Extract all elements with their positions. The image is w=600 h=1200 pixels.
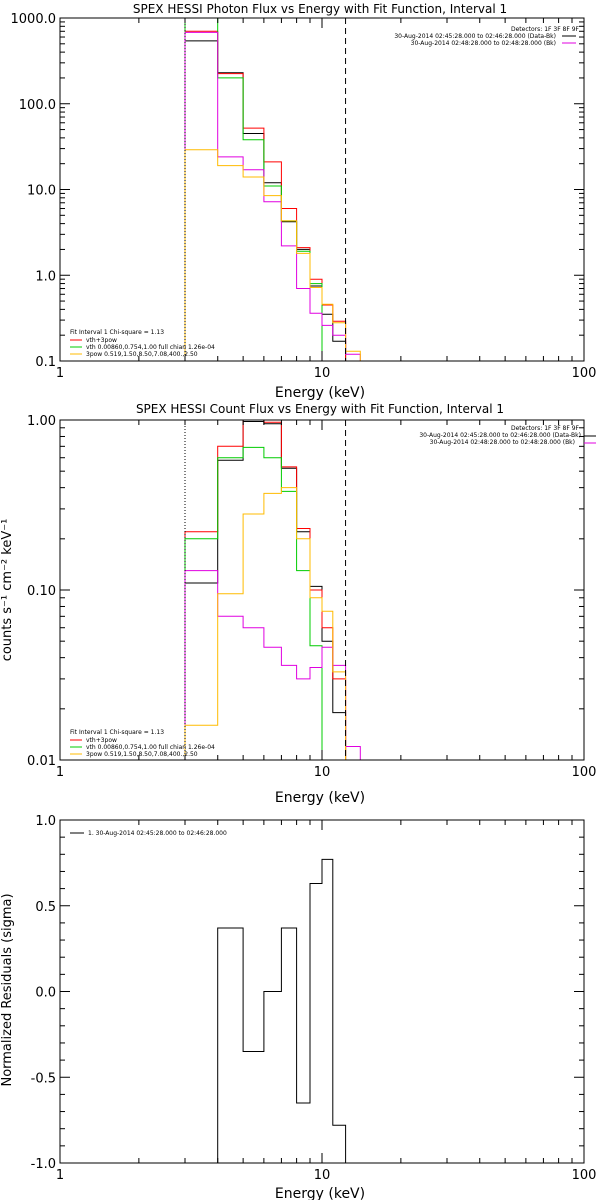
residuals-x-tick-label: 100 [572,1168,597,1183]
photon-flux-fit-legend: Fit Interval 1 Chi-square = 1.13 vth+3po… [70,329,215,358]
count-flux-x-tick-label: 10 [314,765,331,780]
residuals-y-tick-label: 0.0 [35,986,56,1001]
residuals-y-tick-label: 1.0 [35,814,56,829]
photon-flux-y-tick-label: 100.0 [19,98,56,113]
photon-flux-fit-3pow: 3pow 0.519,1.50,8.50,7.08,400.,2.50 [86,351,198,358]
count-flux-panel: SPEX HESSI Count Flux vs Energy with Fit… [0,402,596,806]
photon-flux-fit-chisq: Fit Interval 1 Chi-square = 1.13 [70,329,164,336]
photon-flux-series-black [184,40,347,361]
photon-flux-x-tick-label: 1 [56,366,64,381]
residuals-y-tick-label: 0.5 [35,900,56,915]
count-flux-fit-vth: vth 0.00860,0.754,1.00 full chian 1.26e-… [86,744,215,751]
photon-flux-y-tick-label: 1000.0 [11,12,57,27]
residuals-y-tick-label: -0.5 [31,1071,56,1086]
count-flux-series-red [184,419,361,761]
count-flux-series-green [184,446,333,761]
count-flux-x-tick-label: 100 [572,765,597,780]
count-flux-y-tick-label: 0.10 [27,584,56,599]
count-flux-x-label: Energy (keV) [275,790,365,806]
photon-flux-title: SPEX HESSI Photon Flux vs Energy with Fi… [133,2,507,16]
photon-flux-bk-interval: 30-Aug-2014 02:48:28.000 to 02:48:28.000… [411,40,556,47]
photon-flux-x-label: Energy (keV) [275,385,365,401]
photon-flux-vlines [184,18,347,361]
count-flux-title: SPEX HESSI Count Flux vs Energy with Fit… [136,402,504,416]
residuals-series-black [185,858,347,1164]
residuals-x-tick-label: 10 [314,1168,331,1183]
count-flux-bk-interval: 30-Aug-2014 02:48:28.000 to 02:48:28.000… [430,439,575,446]
photon-flux-series-green [184,17,333,362]
count-flux-series-black [184,421,347,760]
residuals-y-label: Normalized Residuals (sigma) [0,893,15,1086]
photon-flux-y-tick-label: 1.0 [35,269,56,284]
photon-flux-data-interval: 30-Aug-2014 02:45:28.000 to 02:46:28.000… [394,33,556,40]
photon-flux-series-magenta [184,31,361,361]
residuals-y-tick-label: -1.0 [31,1157,56,1172]
photon-flux-y-tick-label: 10.0 [27,184,56,199]
photon-flux-panel: SPEX HESSI Photon Flux vs Energy with Fi… [11,2,597,401]
count-flux-data-interval: 30-Aug-2014 02:45:28.000 to 02:46:28.000… [419,432,581,439]
count-flux-y-tick-label: 0.01 [27,754,56,769]
photon-flux-x-tick-label: 100 [572,366,597,381]
count-flux-y-tick-label: 1.00 [27,414,56,429]
count-flux-y-label: counts s⁻¹ cm⁻² keV⁻¹ [0,519,15,662]
photon-flux-x-tick-label: 10 [314,366,331,381]
residuals-x-tick-label: 1 [56,1168,64,1183]
count-flux-fit-chisq: Fit Interval 1 Chi-square = 1.13 [70,729,164,736]
count-flux-vlines [184,420,347,760]
photon-flux-y-tick-label: 0.1 [35,355,56,370]
count-flux-x-tick-label: 1 [56,765,64,780]
count-flux-series-yellow [184,487,361,761]
count-flux-fit-legend: Fit Interval 1 Chi-square = 1.13 vth+3po… [70,729,215,758]
photon-flux-axes: 1 10 100 0.1 1.0 10.0 100.0 1000.0 [11,12,597,381]
photon-flux-info: Detectors: 1F 3F 8F 9F 30-Aug-2014 02:45… [394,26,579,47]
photon-flux-detectors: Detectors: 1F 3F 8F 9F [511,26,580,33]
count-flux-series-magenta [184,570,361,760]
photon-flux-series-yellow [184,149,361,361]
residuals-x-label: Energy (keV) [275,1186,365,1200]
residuals-legend: 1. 30-Aug-2014 02:45:28.000 to 02:46:28.… [88,830,227,837]
count-flux-detectors: Detectors: 1F 3F 8F 9F [511,425,580,432]
photon-flux-fit-vth: vth 0.00860,0.754,1.00 full chian 1.26e-… [86,344,215,351]
residuals-axes: 1 10 100 -1.0 -0.5 0.0 0.5 1.0 [31,814,597,1183]
count-flux-series [184,419,361,761]
count-flux-info: Detectors: 1F 3F 8F 9F 30-Aug-2014 02:45… [419,425,596,446]
residuals-series [185,858,347,1164]
photon-flux-fit-total: vth+3pow [86,337,117,344]
count-flux-axes: 1 10 100 0.01 0.10 1.00 [27,414,596,780]
count-flux-fit-3pow: 3pow 0.519,1.50,8.50,7.08,400.,2.50 [86,751,198,758]
photon-flux-series-red [184,30,347,361]
residuals-panel: 1 10 100 -1.0 -0.5 0.0 0.5 1.0 Energy (keV) Nor… [0,814,596,1200]
photon-flux-series [184,17,361,362]
count-flux-fit-total: vth+3pow [86,737,117,744]
